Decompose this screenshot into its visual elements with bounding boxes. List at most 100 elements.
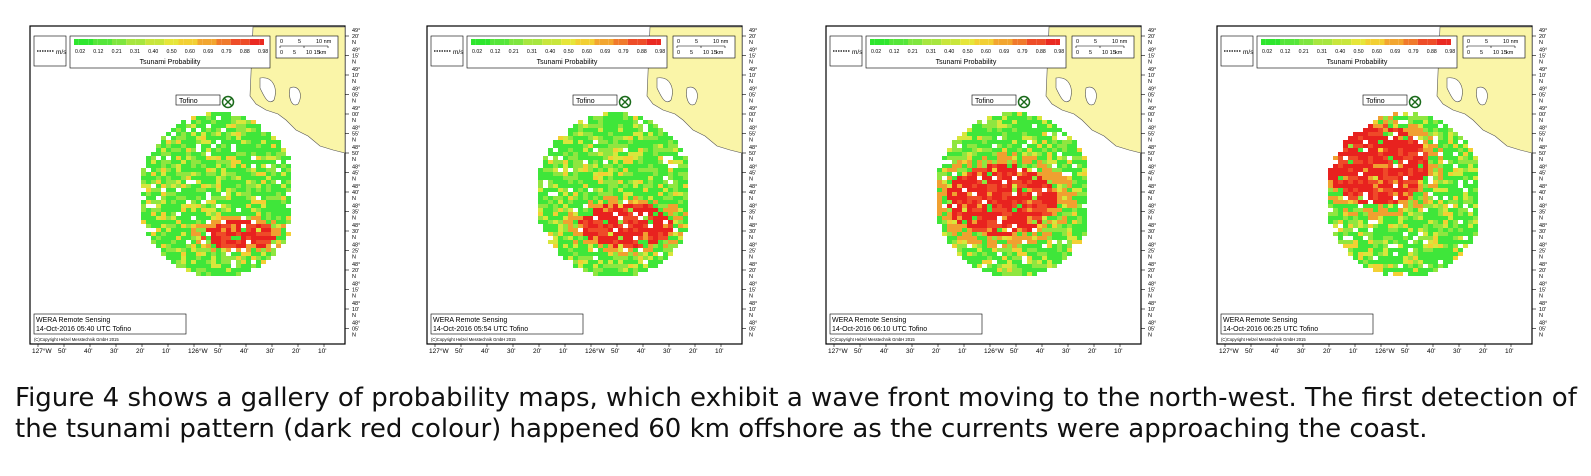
legend-tick: 0.69 xyxy=(203,49,213,55)
scale-nm-label: 10 nm xyxy=(1112,39,1128,45)
latitude-tick: 48° xyxy=(1539,184,1547,190)
longitude-tick: 10' xyxy=(715,348,723,353)
legend-swatch xyxy=(1432,39,1437,45)
legend-tick: 0.88 xyxy=(1036,49,1046,55)
latitude-tick: N xyxy=(749,216,753,222)
latitude-tick: N xyxy=(749,294,753,300)
legend-swatch xyxy=(1007,39,1013,45)
legend-swatch xyxy=(485,39,490,45)
latitude-tick: N xyxy=(749,235,753,241)
legend-swatch xyxy=(494,39,500,45)
legend-swatch xyxy=(627,39,633,45)
latitude-tick: 10' xyxy=(1148,307,1155,313)
legend-swatch xyxy=(551,39,557,45)
figure-caption: Figure 4 shows a gallery of probability … xyxy=(15,383,1580,445)
latitude-tick: 49° xyxy=(352,28,360,34)
legend-swatch xyxy=(254,39,260,45)
legend-tick: 0.02 xyxy=(871,49,881,55)
latitude-tick: 45' xyxy=(352,171,359,177)
latitude-tick: 49° xyxy=(749,48,757,54)
legend-swatch xyxy=(594,39,600,45)
legend-swatch xyxy=(1446,39,1451,45)
latitude-tick: N xyxy=(1148,40,1152,46)
latitude-tick: N xyxy=(1148,274,1152,280)
longitude-tick: 126°W xyxy=(1375,347,1395,353)
legend-swatch xyxy=(889,39,894,45)
latitude-tick: N xyxy=(352,294,356,300)
latitude-tick: N xyxy=(749,157,753,163)
legend-swatch xyxy=(1389,39,1394,45)
longitude-tick: 10' xyxy=(1505,348,1513,353)
latitude-tick: 55' xyxy=(1148,132,1155,138)
legend-tick: 0.12 xyxy=(1280,49,1290,55)
scale-km-label: 0 xyxy=(1076,50,1079,56)
legend-swatch xyxy=(532,39,538,45)
legend-swatch xyxy=(1379,39,1385,45)
legend-swatch xyxy=(637,39,642,45)
longitude-tick: 50' xyxy=(455,348,463,353)
legend-swatch xyxy=(542,39,547,45)
latitude-tick: 48° xyxy=(352,126,360,132)
legend-tick: 0.60 xyxy=(582,49,592,55)
legend-swatch xyxy=(941,39,946,45)
latitude-tick: 48° xyxy=(1148,204,1156,210)
legend-tick: 0.88 xyxy=(240,49,250,55)
longitude-tick: 40' xyxy=(1271,348,1279,353)
latitude-tick: N xyxy=(352,60,356,66)
legend-tick: 0.50 xyxy=(1354,49,1364,55)
legend-swatch xyxy=(159,39,165,45)
latitude-tick: 55' xyxy=(749,132,756,138)
legend-swatch xyxy=(998,39,1003,45)
latitude-tick: 25' xyxy=(352,249,359,255)
latitude-tick: 48° xyxy=(1539,243,1547,249)
info-timestamp: 14-Oct-2016 05:54 UTC Tofino xyxy=(433,326,528,333)
legend-swatch xyxy=(216,39,222,45)
inlet xyxy=(289,86,301,106)
latitude-tick: 30' xyxy=(352,229,359,235)
tofino-marker-icon xyxy=(1408,95,1422,109)
latitude-tick: 00' xyxy=(1148,112,1155,118)
latitude-tick: 10' xyxy=(352,73,359,79)
map-svg: Tofino m/s 0.02 0.12 0.21 0.31 0.40 0.50 0.60 0.6… xyxy=(825,25,1156,353)
scale-km-label: 10 15 xyxy=(306,50,320,56)
probability-cells xyxy=(538,112,688,276)
legend-swatch xyxy=(240,39,245,45)
latitude-tick: N xyxy=(352,333,356,339)
scale-km-label: 10 15 xyxy=(1493,50,1507,56)
legend-swatch xyxy=(1017,39,1022,45)
legend-swatch xyxy=(556,39,562,45)
legend-swatch xyxy=(1299,39,1304,45)
legend-swatch xyxy=(623,39,628,45)
latitude-tick: 25' xyxy=(1148,249,1155,255)
caption-line-2: the tsunami pattern (dark red colour) ha… xyxy=(15,414,1428,444)
legend-swatch xyxy=(1294,39,1299,45)
legend-swatch xyxy=(1370,39,1375,45)
latitude-tick: 49° xyxy=(1539,28,1547,34)
legend-tick: 0.79 xyxy=(221,49,231,55)
legend-tick: 0.69 xyxy=(600,49,610,55)
legend-tick: 0.50 xyxy=(564,49,574,55)
latitude-tick: 45' xyxy=(1539,171,1546,177)
latitude-tick: 48° xyxy=(1539,204,1547,210)
legend-tick: 0.98 xyxy=(1445,49,1455,55)
legend-swatch xyxy=(870,39,875,45)
place-label-box xyxy=(175,94,221,106)
latitude-tick: N xyxy=(749,274,753,280)
legend-swatch xyxy=(150,39,155,45)
legend-swatch xyxy=(1270,39,1276,45)
legend-swatch xyxy=(1308,39,1314,45)
latitude-tick: N xyxy=(352,196,356,202)
legend-tick: 0.21 xyxy=(908,49,918,55)
legend-swatch xyxy=(1284,39,1290,45)
latitude-tick: N xyxy=(1539,118,1543,124)
map-svg: Tofino m/s 0.02 0.12 0.21 0.31 0.40 0.50 0.60 0.6… xyxy=(1216,25,1547,353)
legend-swatch xyxy=(528,39,533,45)
info-timestamp: 14-Oct-2016 05:40 UTC Tofino xyxy=(36,326,131,333)
latitude-tick: 49° xyxy=(749,106,757,112)
info-box: WERA Remote Sensing 14-Oct-2016 06:25 UTC… xyxy=(1220,313,1374,335)
latitude-tick: N xyxy=(1148,118,1152,124)
legend-swatch xyxy=(893,39,899,45)
info-copyright: (C)Copyright Helzel Messtechnik GmbH 201… xyxy=(1221,337,1306,342)
longitude-tick: 20' xyxy=(1088,348,1096,353)
latitude-tick: N xyxy=(749,177,753,183)
